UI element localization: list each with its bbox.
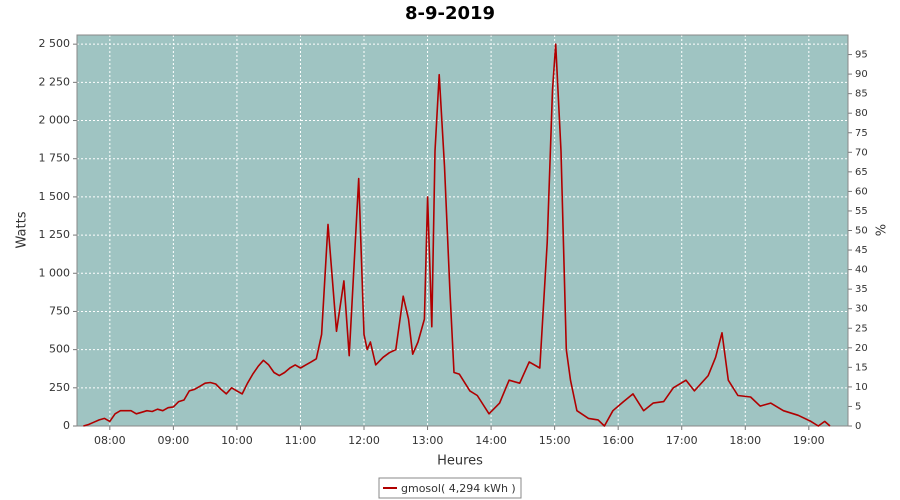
legend-box: [378, 477, 522, 499]
legend-label: gmosol( 4,294 kWh ): [401, 482, 516, 495]
y2-tick-label: 20: [855, 343, 868, 354]
y2-tick-label: 35: [855, 284, 868, 295]
y2-tick-label: 10: [855, 382, 868, 393]
x-tick-label: 10:00: [221, 434, 253, 447]
y2-tick-label: 95: [855, 50, 868, 61]
y-tick-label: 1 000: [39, 266, 71, 279]
y-tick-label: 500: [49, 343, 70, 356]
y2-tick-label: 0: [855, 421, 861, 432]
y2-tick-label: 85: [855, 89, 868, 100]
y-tick-label: 2 500: [39, 37, 71, 50]
y2-tick-label: 40: [855, 265, 868, 276]
y2-axis-label: %: [875, 224, 890, 236]
y-tick-label: 2 000: [39, 114, 71, 127]
y-tick-label: 750: [49, 304, 70, 317]
y2-tick-label: 15: [855, 362, 868, 373]
y-tick-label: 1 250: [39, 228, 71, 241]
y2-tick-label: 5: [855, 401, 861, 412]
y-tick-label: 0: [63, 419, 70, 432]
x-tick-label: 14:00: [475, 434, 507, 447]
y2-tick-label: 60: [855, 186, 868, 197]
x-tick-label: 08:00: [94, 434, 126, 447]
x-tick-label: 09:00: [158, 434, 190, 447]
series-line: [83, 43, 831, 427]
x-tick-label: 19:00: [793, 434, 825, 447]
y2-tick-label: 65: [855, 167, 868, 178]
y-tick-label: 1 500: [39, 190, 71, 203]
x-tick-label: 15:00: [539, 434, 571, 447]
x-tick-label: 18:00: [729, 434, 761, 447]
y2-tick-label: 50: [855, 226, 868, 237]
x-tick-label: 13:00: [412, 434, 444, 447]
plot-border: [76, 34, 849, 427]
y-tick-label: 250: [49, 381, 70, 394]
x-tick-label: 17:00: [666, 434, 698, 447]
y-tick-label: 2 250: [39, 75, 71, 88]
y2-tick-label: 90: [855, 69, 868, 80]
chart-title: 8-9-2019: [405, 3, 495, 24]
plot-area: [77, 35, 848, 426]
y-tick-label: 1 750: [39, 152, 71, 165]
y2-tick-label: 75: [855, 128, 868, 139]
x-axis-label: Heures: [437, 454, 483, 469]
y2-tick-label: 45: [855, 245, 868, 256]
y2-tick-label: 55: [855, 206, 868, 217]
y2-tick-label: 30: [855, 304, 868, 315]
y-axis-label: Watts: [15, 211, 30, 248]
y2-tick-label: 80: [855, 108, 868, 119]
x-tick-label: 12:00: [348, 434, 380, 447]
x-tick-label: 11:00: [285, 434, 317, 447]
y2-tick-label: 25: [855, 323, 868, 334]
y2-tick-label: 70: [855, 147, 868, 158]
x-tick-label: 16:00: [602, 434, 634, 447]
